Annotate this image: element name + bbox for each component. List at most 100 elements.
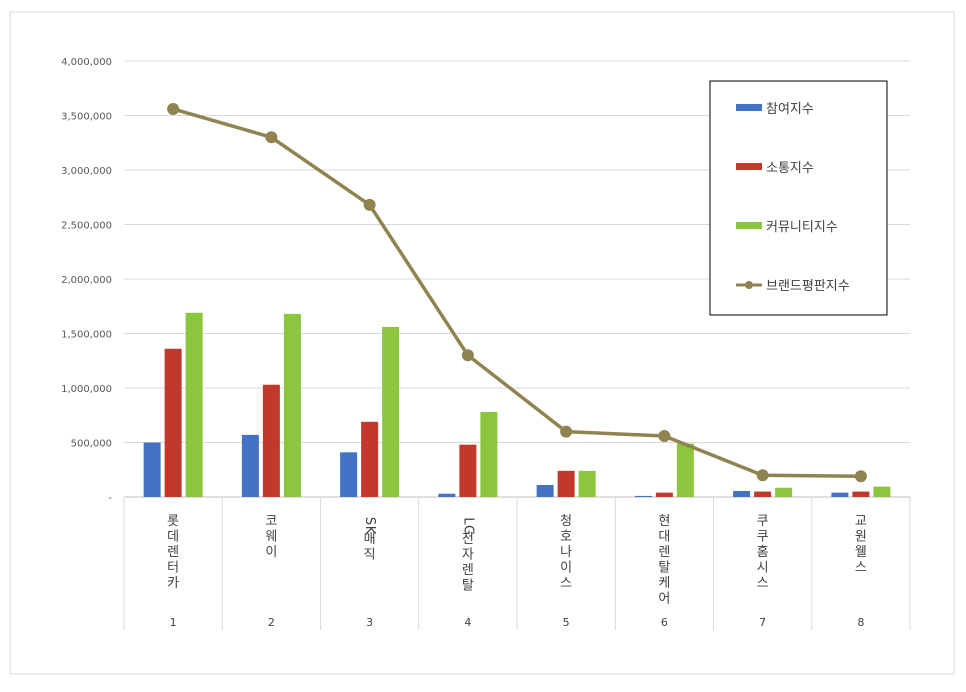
category-number: 2 [268,616,275,629]
category-char: 스 [855,561,867,576]
category-char: L [460,517,475,525]
category-char: 이 [265,545,277,560]
bar [283,313,301,497]
category-char: 카 [167,576,179,591]
bar [382,326,400,497]
y-tick-label: 1,500,000 [61,330,112,341]
y-tick-label: 2,000,000 [61,275,112,286]
category-char: 현 [658,514,670,529]
category-char: 호 [560,530,572,545]
category-char: 대 [658,530,670,545]
bar [557,470,575,497]
line-point [854,470,867,483]
category-char: 교 [855,514,867,529]
bar [459,444,477,497]
category-char: 쿠 [757,530,769,545]
bar [536,485,554,497]
category-char: 웰 [855,545,867,560]
reputation-line [167,102,867,483]
bar [634,495,652,497]
legend-box [709,80,888,316]
line-point [560,425,573,438]
legend-label: 브랜드평판지수 [766,279,850,294]
bar [185,312,203,497]
category-number: 7 [759,616,766,629]
bar [578,470,596,497]
bar [438,493,456,497]
category-char: 케 [658,576,670,591]
bar [775,487,793,497]
y-tick-label: 2,500,000 [61,221,112,232]
bar [676,443,694,497]
bars [143,312,891,497]
category-number: 3 [366,616,373,629]
category-char: G [460,525,475,535]
bar [143,442,161,497]
category-char: 시 [757,561,769,576]
legend-label: 커뮤니티지수 [766,220,838,235]
category-char: 렌 [167,545,179,560]
legend-swatch [736,222,762,229]
y-tick-label: - [108,493,112,504]
bar [241,434,259,497]
legend-label: 참여지수 [766,102,814,117]
y-tick-label: 3,500,000 [61,112,112,123]
category-char: K [362,526,377,535]
legend-marker [745,281,753,289]
category-char: 스 [560,576,572,591]
category-char: 자 [462,548,474,563]
bar [164,348,182,497]
category-char: 이 [560,561,572,576]
y-tick-label: 3,000,000 [61,166,112,177]
category-char: 원 [855,530,867,545]
bar [831,492,849,497]
category-number: 1 [170,616,177,629]
category-number: 6 [661,616,668,629]
category-char: 터 [167,561,179,576]
line-point [265,131,278,144]
bar [655,492,673,497]
category-char: 스 [757,576,769,591]
bar [480,411,498,497]
legend-swatch [736,163,762,170]
legend-label: 소통지수 [766,161,814,176]
y-tick-label: 1,000,000 [61,384,112,395]
category-number: 5 [563,616,570,629]
bar [361,421,379,497]
series-line [172,107,861,479]
bar [852,491,870,497]
category-char: 홈 [757,545,769,560]
category-char: S [362,517,377,525]
category-char: 코 [265,514,277,529]
bar [340,452,358,497]
bar [733,491,751,497]
category-char: 렌 [462,563,474,578]
line-point [363,198,376,211]
category-label: 코웨이 [265,514,277,560]
bar [262,384,280,497]
line-point [756,469,769,482]
category-char: 롯 [167,514,179,529]
category-axis: 롯데렌터카1코웨이2SK매직3LG전자렌탈4청호나이스5현대렌탈케어6쿠쿠홈시스… [123,497,911,630]
category-number: 4 [464,616,471,629]
category-char: 직 [364,548,376,563]
category-char: 어 [658,592,670,607]
category-number: 8 [857,616,864,629]
bar [873,486,891,497]
legend-swatch [736,104,762,111]
category-char: 웨 [265,530,277,545]
y-tick-label: 500,000 [71,439,112,450]
category-char: 청 [560,514,572,529]
category-char: 매 [364,532,376,547]
bar [754,491,772,497]
